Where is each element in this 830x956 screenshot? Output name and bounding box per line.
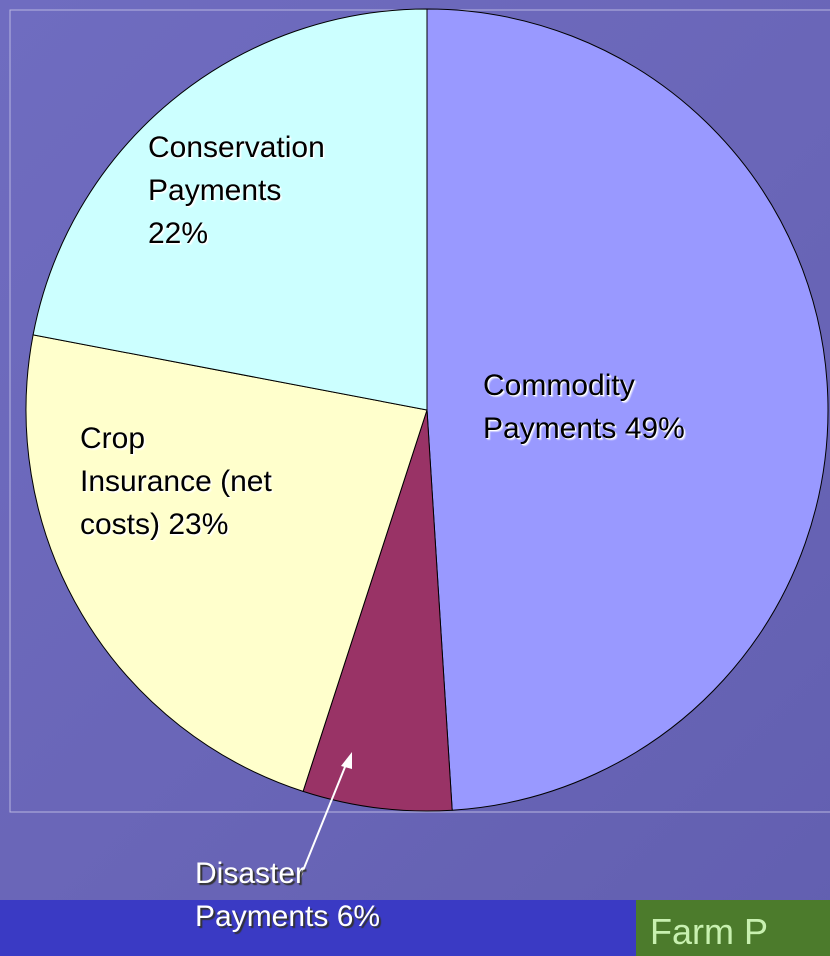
slice-value: 23% — [168, 508, 229, 541]
leader-line — [299, 761, 348, 879]
slice-value: 49% — [624, 412, 685, 445]
pie-slice — [302, 409, 453, 812]
slice-value: 6% — [336, 900, 381, 933]
pie-slice — [426, 8, 829, 811]
slice-label: Disaster Payments 6% — [195, 852, 385, 938]
slice-value: 22% — [148, 217, 209, 250]
slice-label: Crop Insurance (net costs) 23% — [80, 417, 280, 546]
slice-name: Conservation Payments — [148, 131, 325, 207]
slice-name: Crop Insurance (net costs) — [80, 422, 272, 541]
pie-slice — [25, 334, 428, 793]
pie-slice — [32, 8, 428, 411]
slice-label: Conservation Payments 22% — [148, 126, 346, 255]
slice-name: Disaster Payments — [195, 857, 329, 933]
footer-title: Farm P — [636, 900, 830, 956]
slice-name: Commodity Payments — [483, 369, 635, 445]
slice-label: Commodity Payments 49% — [483, 364, 708, 450]
chart — [9, 8, 830, 879]
leader-arrow — [341, 752, 352, 769]
